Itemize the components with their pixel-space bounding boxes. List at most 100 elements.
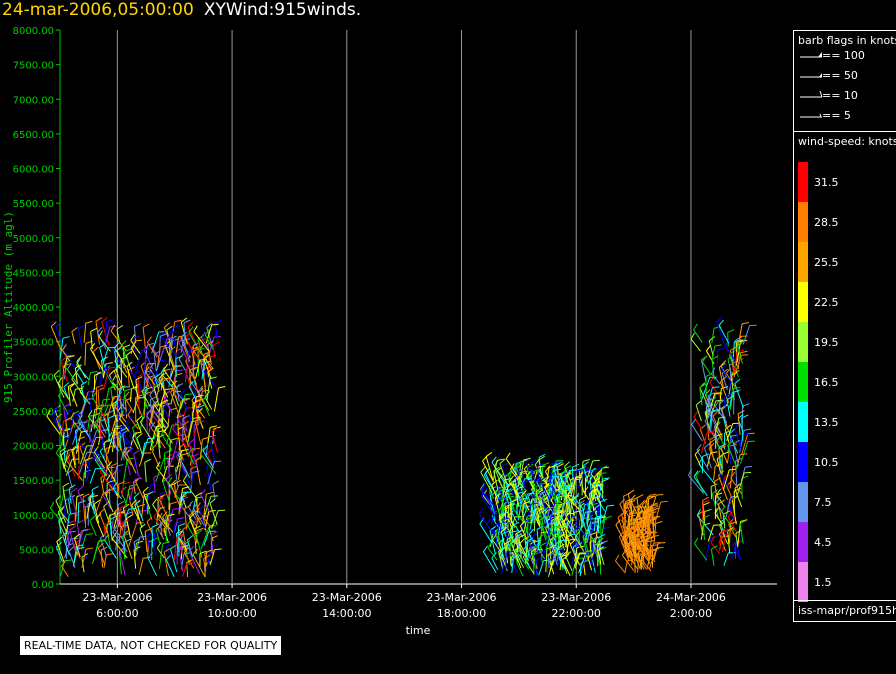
wind-barb: [165, 474, 173, 495]
wind-barb: [736, 471, 752, 498]
y-tick-label: 2500.00: [13, 407, 54, 418]
wind-barb: [530, 459, 537, 482]
wind-barb: [567, 518, 578, 538]
wind-barb: [78, 463, 86, 480]
wind-barb: [597, 546, 605, 565]
title-product: XYWind:915winds.: [203, 0, 362, 20]
wind-barb: [737, 410, 745, 435]
wind-barb: [62, 530, 70, 556]
wind-barb: [119, 504, 127, 527]
wind-barb: [708, 336, 716, 357]
wind-barb: [194, 417, 202, 445]
wind-barb: [733, 439, 740, 466]
wind-barb: [77, 324, 85, 348]
wind-barb: [624, 519, 638, 536]
wind-barb: [206, 376, 217, 402]
wind-barb: [170, 319, 182, 347]
wind-barb: [209, 548, 222, 566]
wind-barb: [634, 550, 641, 570]
wind-barb: [138, 452, 152, 467]
wind-barb: [710, 536, 721, 554]
wind-barb: [188, 380, 197, 400]
y-tick-label: 7500.00: [13, 61, 54, 72]
wind-barb: [81, 547, 94, 568]
wind-barb: [729, 386, 741, 410]
wind-barb: [739, 440, 755, 464]
y-tick-label: 3000.00: [13, 372, 54, 383]
y-tick-label: 0.00: [32, 580, 54, 591]
wind-barb: [76, 366, 85, 385]
wind-barb: [53, 406, 66, 434]
wind-barb: [95, 492, 111, 513]
wind-barb: [136, 415, 143, 433]
y-tick-label: 7000.00: [13, 95, 54, 106]
wind-barb: [145, 483, 158, 509]
wind-barb: [71, 327, 78, 344]
x-tick-label-time: 10:00:00: [207, 607, 256, 620]
wind-barb: [177, 425, 185, 452]
wind-barb: [734, 483, 743, 508]
wind-barb: [495, 466, 503, 488]
wind-barb: [132, 397, 146, 414]
wind-barb: [62, 482, 70, 505]
wind-barb: [693, 323, 703, 343]
wind-barb: [74, 364, 82, 385]
wind-barb: [135, 376, 143, 398]
wind-barb: [65, 416, 73, 439]
y-tick-label: 5000.00: [13, 234, 54, 245]
wind-barb: [718, 499, 725, 520]
wind-barb: [120, 446, 132, 461]
wind-barb: [122, 429, 129, 456]
wind-barb: [173, 372, 183, 395]
speed-bin-swatch: [798, 442, 808, 482]
barb-legend-item-5: == 5: [794, 107, 896, 127]
speed-bin-label: 10.5: [814, 456, 839, 469]
wind-barb: [534, 557, 542, 577]
wind-barb: [592, 484, 603, 500]
wind-barb: [548, 472, 557, 496]
speed-bin: 25.5: [798, 242, 893, 282]
wind-barb: [539, 542, 547, 563]
wind-barb: [704, 415, 716, 439]
wind-barb: [193, 325, 210, 352]
wind-barb: [516, 533, 524, 562]
wind-barb: [710, 409, 720, 430]
wind-barb: [586, 522, 599, 543]
wind-barb: [203, 491, 214, 518]
wind-barb: [624, 559, 635, 574]
wind-barb: [693, 537, 708, 561]
wind-barb: [61, 560, 69, 577]
wind-barb: [80, 533, 94, 550]
wind-barb: [574, 517, 588, 539]
wind-barb: [545, 525, 560, 550]
wind-barb: [491, 552, 499, 571]
wind-barb: [124, 391, 135, 413]
wind-barb: [687, 468, 705, 494]
wind-barb: [177, 452, 189, 480]
wind-barb: [139, 404, 152, 430]
wind-barb: [63, 355, 75, 369]
wind-barb: [136, 433, 144, 457]
wind-barb: [722, 510, 730, 529]
wind-barb: [736, 453, 748, 469]
wind-barb: [110, 324, 127, 351]
wind-barb: [478, 507, 495, 535]
barb-100-icon: [800, 52, 822, 58]
wind-barb: [739, 433, 750, 448]
wind-barb: [163, 548, 171, 577]
wind-barb: [93, 445, 105, 469]
wind-barb: [87, 436, 103, 462]
wind-barb: [199, 447, 217, 475]
wind-barb: [723, 393, 731, 413]
wind-barb: [86, 495, 99, 519]
wind-barb: [161, 465, 174, 482]
wind-barb: [67, 382, 75, 407]
wind-barb: [183, 319, 191, 347]
wind-barb: [178, 544, 186, 572]
wind-barb: [73, 533, 81, 558]
wind-barb: [212, 480, 220, 499]
wind-barb: [77, 500, 86, 523]
wind-barb: [648, 508, 656, 535]
wind-barb: [547, 552, 555, 568]
x-tick-label-time: 18:00:00: [437, 607, 486, 620]
